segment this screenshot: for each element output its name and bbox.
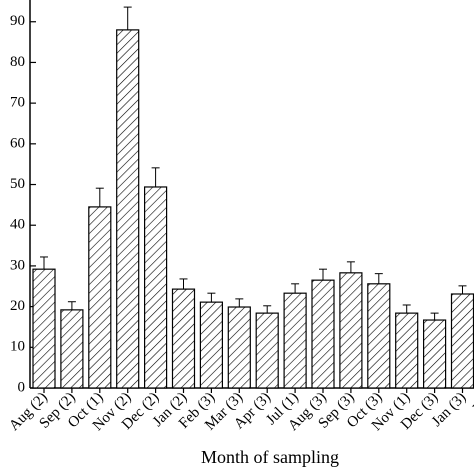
x-axis-title: Month of sampling [201, 447, 339, 467]
error-bar [346, 261, 355, 273]
y-tick-label: 0 [18, 379, 26, 395]
y-tick-label: 70 [10, 95, 25, 111]
error-bar [402, 304, 411, 314]
y-tick-label: 90 [10, 13, 25, 29]
error-bar [374, 273, 383, 284]
y-tick-label: 80 [10, 54, 25, 70]
error-bar [40, 256, 48, 270]
y-tick-label: 60 [10, 135, 25, 151]
y-tick-label: 20 [10, 298, 25, 314]
bar [423, 319, 447, 389]
bar [60, 309, 84, 389]
error-bar [319, 268, 327, 281]
bar [395, 312, 419, 389]
y-tick-label: 10 [10, 339, 25, 355]
error-bar [67, 301, 76, 310]
error-bar [458, 285, 467, 294]
y-tick-label: 40 [10, 217, 25, 233]
bar [144, 186, 168, 389]
bar [367, 283, 391, 389]
bar [311, 279, 335, 389]
bar [199, 301, 223, 389]
y-tick-label: 30 [10, 257, 25, 273]
bar [255, 312, 279, 389]
bar [32, 268, 56, 389]
error-bar [179, 278, 188, 290]
error-bar [430, 312, 439, 321]
bar [283, 292, 307, 389]
error-bar [123, 6, 132, 30]
error-bar [263, 305, 272, 314]
bar [116, 29, 140, 389]
error-bar [207, 292, 216, 303]
error-bar [95, 187, 104, 207]
error-bar [235, 298, 244, 308]
bar [339, 272, 363, 389]
y-tick-label: 50 [10, 176, 25, 192]
bar [171, 288, 196, 389]
bar [227, 306, 251, 389]
x-tick-label: Feb [470, 390, 474, 417]
error-bar [291, 283, 300, 294]
bar [450, 293, 474, 389]
error-bar [151, 167, 160, 187]
bar [88, 206, 112, 389]
